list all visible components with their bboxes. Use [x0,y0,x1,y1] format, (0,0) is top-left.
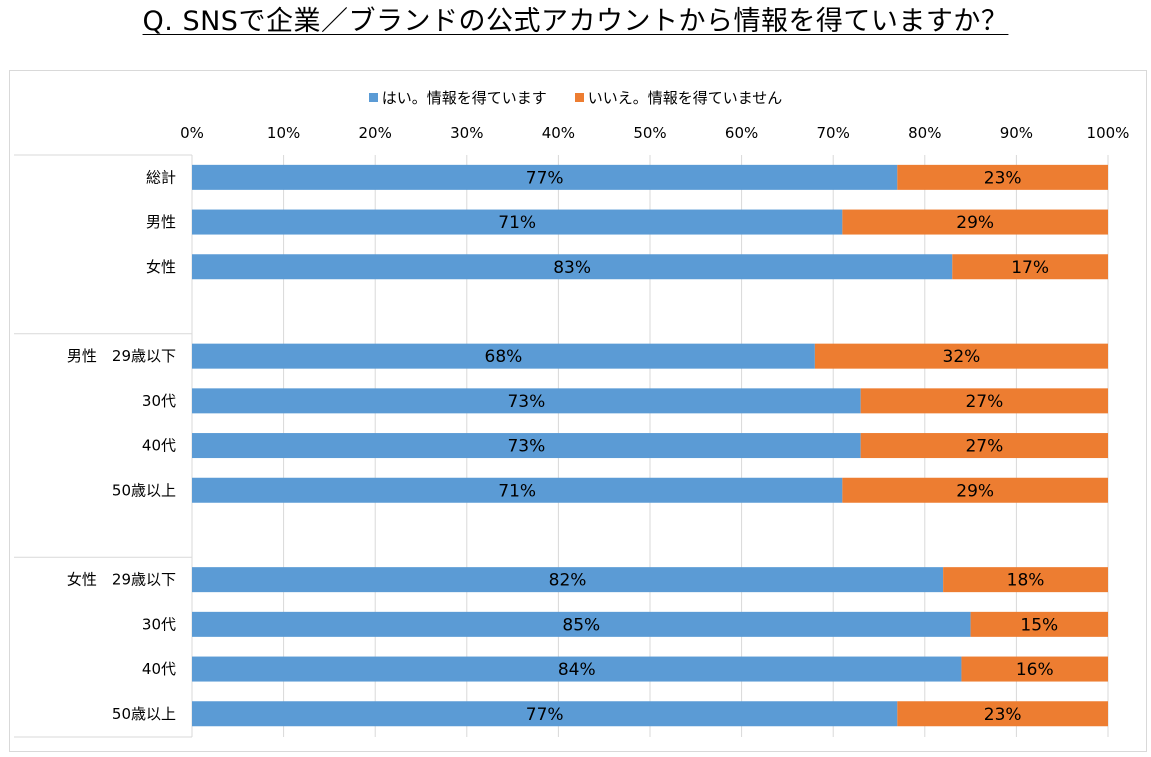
legend-item-no[interactable]: いいえ。情報を得ていません [574,87,783,108]
category-label: 40代 [142,437,176,455]
x-tick-label: 10% [267,124,300,142]
chart-frame [9,70,1147,752]
data-label-no: 17% [1011,258,1049,278]
category-label: 50歳以上 [112,705,176,723]
legend-label-no: いいえ。情報を得ていません [587,88,783,107]
category-label: 30代 [142,392,176,410]
x-tick-label: 0% [180,124,204,142]
bar-no [961,656,1108,682]
data-label-yes: 73% [507,392,545,412]
x-tick-label: 20% [359,124,392,142]
bar-no [860,388,1108,414]
legend-swatch-yes [368,92,378,102]
bar-yes [192,477,843,503]
data-label-yes: 71% [498,481,536,501]
data-label-no: 27% [965,392,1003,412]
x-tick-label: 50% [633,124,666,142]
bar-no [842,209,1108,235]
data-label-no: 29% [956,213,994,233]
category-label: 女性 29歳以下 [67,571,176,589]
data-label-no: 29% [956,481,994,501]
x-tick-label: 60% [725,124,758,142]
legend-item-yes[interactable]: はい。情報を得ています [368,87,547,108]
data-label-yes: 77% [526,705,564,725]
x-tick-label: 100% [1087,124,1130,142]
legend-label-yes: はい。情報を得ています [381,88,547,107]
data-label-yes: 83% [553,258,591,278]
bar-yes [192,164,898,190]
bar-yes [192,388,861,414]
bar-yes [192,656,962,682]
data-label-yes: 68% [485,347,523,367]
bar-no [952,254,1108,280]
bar-yes [192,433,861,459]
category-label: 男性 29歳以下 [67,347,176,365]
bar-yes [192,567,944,593]
bar-no [897,701,1108,727]
bar-yes [192,701,898,727]
category-label: 30代 [142,615,176,633]
chart-legend: はい。情報を得ています いいえ。情報を得ていません [0,86,1151,108]
data-label-yes: 73% [507,437,545,457]
bar-no [897,164,1108,190]
bar-yes [192,209,843,235]
bar-yes [192,254,953,280]
page-title: Q. SNSで企業／ブランドの公式アカウントから情報を得ていますか？ [142,6,1009,37]
category-label: 総計 [146,168,176,186]
x-tick-label: 40% [542,124,575,142]
x-tick-label: 30% [450,124,483,142]
legend-swatch-no [574,92,584,102]
bar-no [970,611,1108,637]
data-label-yes: 84% [558,660,596,680]
bar-yes [192,343,815,369]
data-label-yes: 71% [498,213,536,233]
data-label-no: 23% [984,168,1022,188]
bar-yes [192,611,971,637]
bar-no [842,477,1108,503]
x-tick-label: 80% [908,124,941,142]
data-label-no: 16% [1016,660,1054,680]
x-tick-label: 70% [817,124,850,142]
bar-no [860,433,1108,459]
data-label-yes: 85% [562,615,600,635]
data-label-yes: 77% [526,168,564,188]
category-label: 50歳以上 [112,481,176,499]
data-label-no: 27% [965,437,1003,457]
bar-no [814,343,1108,369]
data-label-no: 23% [984,705,1022,725]
data-label-no: 18% [1007,571,1045,591]
data-label-yes: 82% [549,571,587,591]
data-label-no: 15% [1020,615,1058,635]
data-label-no: 32% [943,347,981,367]
bar-no [943,567,1108,593]
category-label: 40代 [142,660,176,678]
category-label: 男性 [146,213,176,231]
category-label: 女性 [146,258,176,276]
x-tick-label: 90% [1000,124,1033,142]
